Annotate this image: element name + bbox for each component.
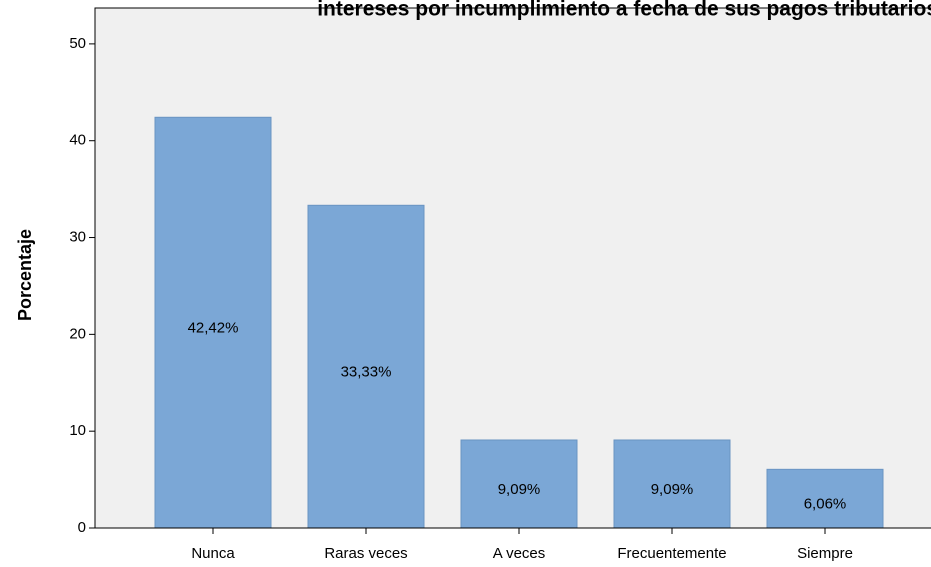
chart-title: intereses por incumplimiento a fecha de … <box>317 0 931 21</box>
value-label: 6,06% <box>804 496 847 513</box>
value-label: 9,09% <box>498 481 541 498</box>
bar <box>613 439 731 529</box>
x-tick-label: Frecuentemente <box>617 545 726 562</box>
y-tick-label: 40 <box>69 132 86 149</box>
y-tick-label: 0 <box>78 519 86 536</box>
y-tick-label: 20 <box>69 325 86 342</box>
x-tick-label: Nunca <box>191 545 235 562</box>
y-axis-label: Porcentaje <box>15 229 35 321</box>
y-tick-label: 50 <box>69 35 86 52</box>
y-tick-label: 10 <box>69 422 86 439</box>
value-label: 42,42% <box>188 320 239 337</box>
value-label: 33,33% <box>341 364 392 381</box>
y-tick-label: 30 <box>69 229 86 246</box>
x-tick-label: A veces <box>493 545 546 562</box>
value-label: 9,09% <box>651 481 694 498</box>
bar <box>154 116 272 529</box>
bar <box>460 439 578 529</box>
x-tick-label: Raras veces <box>324 545 407 562</box>
bar <box>307 204 425 529</box>
x-tick-label: Siempre <box>797 545 853 562</box>
